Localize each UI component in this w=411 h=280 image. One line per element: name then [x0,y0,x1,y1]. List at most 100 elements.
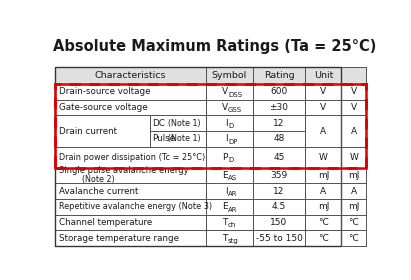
Text: W: W [319,153,328,162]
Text: 12: 12 [273,186,285,196]
Text: I: I [225,186,228,196]
Bar [305,84,341,99]
Bar [253,147,305,168]
Text: DSS: DSS [228,92,242,98]
Text: A: A [351,127,357,136]
Text: mJ: mJ [318,171,329,180]
Bar [55,67,206,84]
Text: V: V [222,87,228,96]
Text: D: D [228,123,233,129]
Text: 150: 150 [270,218,288,227]
Text: V: V [320,103,326,112]
Text: stg: stg [228,238,239,244]
Bar [253,199,305,214]
Bar [206,199,253,214]
Bar [55,99,206,115]
Text: mJ: mJ [318,202,329,211]
Bar [305,67,341,84]
Bar [253,84,305,99]
Text: 12: 12 [273,119,285,128]
Text: Drain current: Drain current [59,127,117,136]
Text: Drain-source voltage: Drain-source voltage [59,87,150,96]
Text: I: I [225,134,228,143]
Text: AR: AR [228,207,238,213]
Bar [305,199,341,214]
Text: ±30: ±30 [270,103,289,112]
Text: Storage temperature range: Storage temperature range [59,234,179,243]
Text: Unit: Unit [314,71,333,80]
Text: -55 to 150: -55 to 150 [256,234,302,243]
Bar [206,147,253,168]
Text: °C: °C [348,234,359,243]
Text: Single pulse avalanche energy: Single pulse avalanche energy [59,166,189,175]
Text: °C: °C [318,218,329,227]
Bar [206,115,253,131]
Text: °C: °C [318,234,329,243]
Text: P: P [222,153,228,162]
Text: A: A [320,186,326,196]
Text: Gate-source voltage: Gate-source voltage [59,103,148,112]
Bar [305,99,341,115]
Bar [305,168,341,183]
Bar [150,115,206,131]
Text: Avalanche current: Avalanche current [59,186,139,196]
Bar [206,99,253,115]
Text: V: V [351,103,357,112]
Text: Absolute Maximum Ratings (Ta = 25°C): Absolute Maximum Ratings (Ta = 25°C) [53,39,376,54]
Text: mJ: mJ [348,202,359,211]
Text: (Note 1): (Note 1) [168,119,200,128]
Text: ch: ch [228,223,236,228]
Text: 48: 48 [273,134,285,143]
Text: W: W [349,153,358,162]
Text: T: T [222,234,228,243]
Text: Rating: Rating [264,71,294,80]
Text: 45: 45 [273,153,285,162]
Text: E: E [222,171,228,180]
Bar [55,84,206,99]
Text: Channel temperature: Channel temperature [59,218,152,227]
Text: 600: 600 [270,87,288,96]
Text: mJ: mJ [348,171,359,180]
Bar [341,115,366,147]
Text: (Note 1): (Note 1) [168,134,200,143]
Text: Repetitive avalanche energy (Note 3): Repetitive avalanche energy (Note 3) [59,202,212,211]
Text: T: T [222,218,228,227]
Text: GSS: GSS [228,107,242,113]
Text: AR: AR [228,191,238,197]
Text: 359: 359 [270,171,288,180]
Text: V: V [320,87,326,96]
Bar [206,183,253,199]
Bar [341,67,366,84]
Bar [206,230,253,246]
Text: I: I [225,119,228,128]
Bar [55,67,366,84]
Text: V: V [222,103,228,112]
Text: Drain power dissipation (Tc = 25°C): Drain power dissipation (Tc = 25°C) [59,153,205,162]
Bar [55,168,206,183]
Bar [206,67,253,84]
Text: DC: DC [152,119,166,128]
Bar [55,199,206,214]
Bar [305,214,341,230]
Bar [206,131,253,147]
Text: DP: DP [228,139,238,145]
Text: °C: °C [348,218,359,227]
Text: A: A [351,186,357,196]
Bar [253,115,305,131]
Bar [253,183,305,199]
Bar [253,168,305,183]
Bar [55,214,206,230]
Text: (Note 2): (Note 2) [82,175,115,184]
Bar [305,183,341,199]
Bar [206,168,253,183]
Bar [150,131,206,147]
Text: Symbol: Symbol [212,71,247,80]
Bar [253,131,305,147]
Text: A: A [320,127,326,136]
Text: AS: AS [228,176,237,181]
Bar [55,230,206,246]
Text: 4.5: 4.5 [272,202,286,211]
Bar [253,214,305,230]
Text: Characteristics: Characteristics [95,71,166,80]
Bar [305,147,341,168]
